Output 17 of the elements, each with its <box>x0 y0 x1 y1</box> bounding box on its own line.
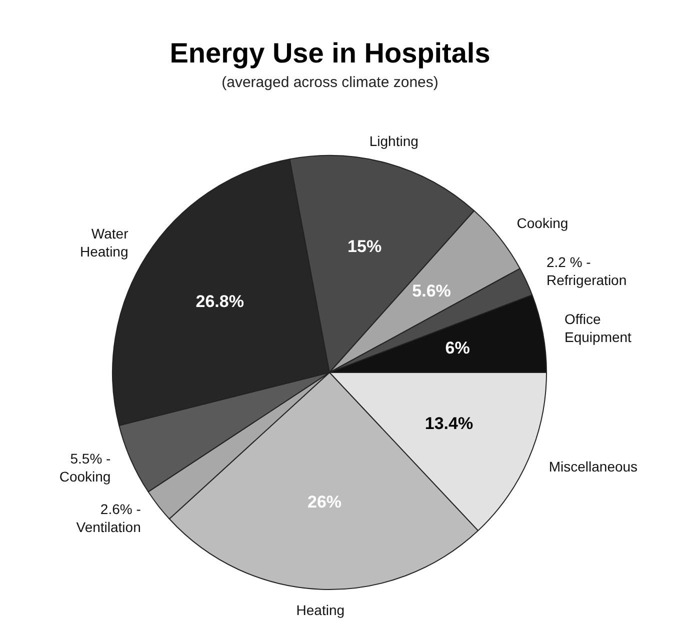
slice-label: Cooking <box>516 214 568 231</box>
data-label: 26.8% <box>196 292 244 311</box>
data-label: 6% <box>445 338 470 358</box>
data-label: 26% <box>308 492 342 512</box>
slice-label: 2.6% - Ventilation <box>76 501 142 536</box>
slice-label: Lighting <box>369 133 418 150</box>
slice-label: Heating <box>296 602 345 618</box>
data-label: 13.4% <box>424 414 474 433</box>
slice-label: 5.5% - Cooking <box>59 450 112 485</box>
slice-label: 2.2 % - Refrigeration <box>546 254 627 288</box>
slice-label: Office Equipment <box>564 310 632 345</box>
chart-title: Energy Use in Hospitals <box>170 38 490 69</box>
data-label: 5.6% <box>412 281 451 300</box>
data-label: 15% <box>348 236 382 256</box>
slice-label: Water Heating <box>80 225 129 260</box>
chart-subtitle: (averaged across climate zones) <box>222 74 438 92</box>
slice-label: Miscellaneous <box>548 458 638 474</box>
